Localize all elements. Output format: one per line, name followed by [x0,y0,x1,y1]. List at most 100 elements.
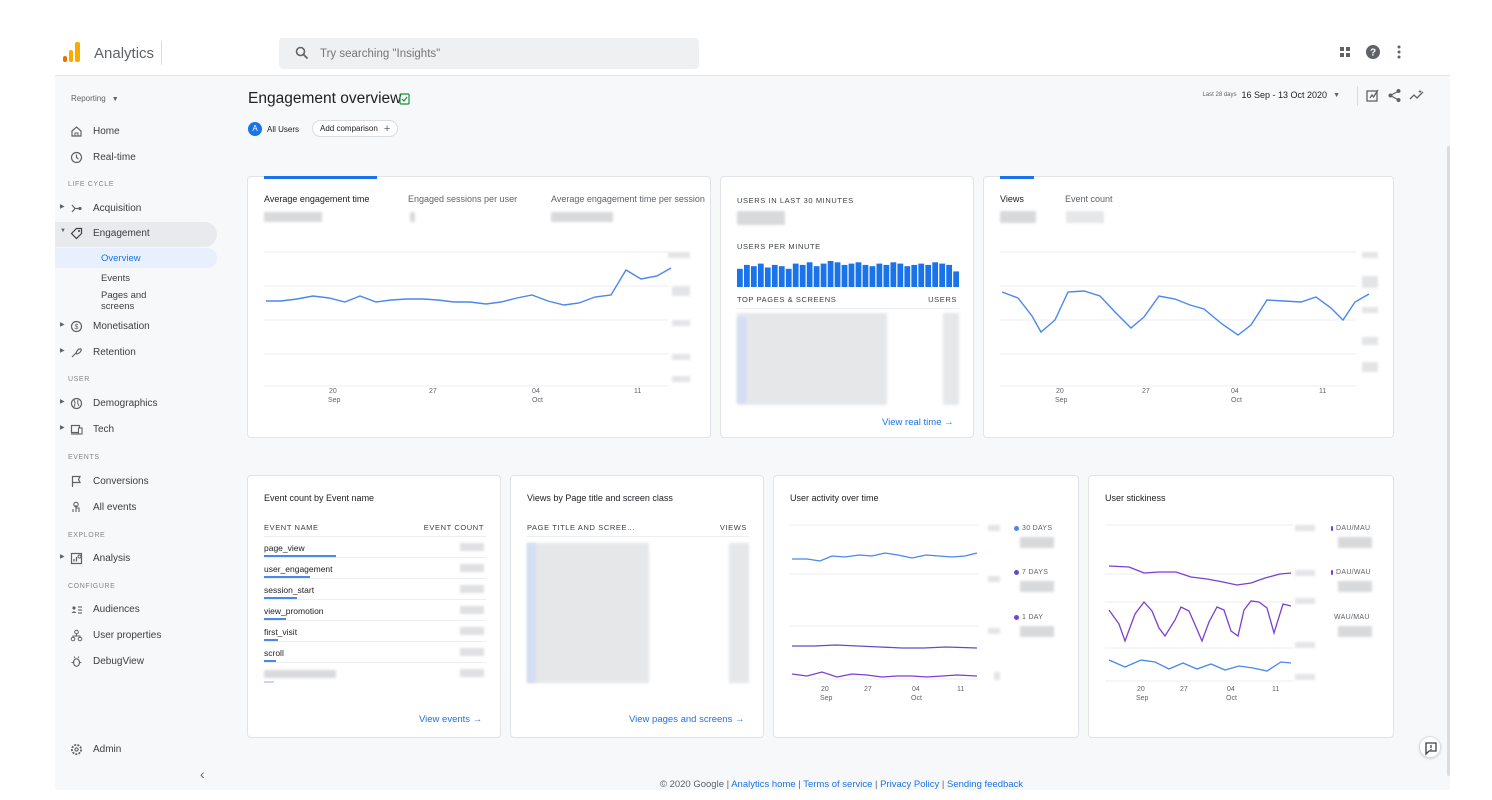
apps-grid-icon[interactable] [1337,44,1353,60]
plus-icon: + [383,122,391,135]
table-row[interactable]: view_promotion [264,599,486,620]
table-row[interactable]: page_view [264,536,486,557]
view-pages-and-screens-link[interactable]: View pages and screens → [629,714,744,725]
card-title: User activity over time [790,493,879,503]
event-count-redacted [460,669,484,677]
x-tick-sublabel: Sep [328,397,341,404]
table-row[interactable]: first_visit [264,620,486,641]
reporting-dropdown[interactable]: Reporting ▼ [71,94,119,103]
customize-report-icon[interactable] [1365,88,1380,103]
x-tick-label: 11 [957,686,965,693]
legend-label: 7 DAYS [1022,569,1049,576]
x-tick-label: 04 [1227,686,1235,693]
sidebar-item-analysis[interactable]: ▶ Analysis [55,547,217,571]
sidebar-item-label: Audiences [93,604,140,615]
feedback-button[interactable] [1419,736,1441,758]
touch-icon [72,501,80,512]
value-bar [264,576,310,578]
settings-gear-icon [71,744,82,755]
sidebar-item-realtime[interactable]: Real-time [55,146,217,170]
views-column-header: VIEWS [719,523,747,532]
sidebar-item-demographics[interactable]: ▶ Demographics [55,392,217,416]
per-minute-bar [946,264,953,287]
users-column-header: USERS [928,295,957,304]
help-icon[interactable]: ? [1365,44,1381,60]
share-icon[interactable] [1387,88,1402,103]
search-input[interactable] [320,44,680,64]
date-prefix: Last 28 days [1202,92,1237,98]
per-minute-bar [827,261,834,287]
sidebar-item-debugview[interactable]: DebugView [55,650,217,674]
tab-event-count[interactable]: Event count [1065,194,1113,204]
event-name: page_view [264,543,305,553]
home-icon [71,126,82,137]
analytics-home-link[interactable]: Analytics home [731,779,796,790]
per-minute-bar [953,271,959,287]
terms-link[interactable]: Terms of service [803,779,873,790]
app-title: Analytics [94,45,155,62]
sidebar-item-user-properties[interactable]: User properties [55,624,217,648]
more-vert-icon[interactable] [1391,44,1407,60]
section-user: USER [68,376,90,383]
active-tab-indicator [264,176,377,179]
user-activity-line-chart [790,524,1000,680]
top-bar: Analytics ? [55,28,1450,76]
table-row[interactable]: session_start [264,578,486,599]
sidebar-item-admin[interactable]: Admin [55,738,217,762]
view-events-link[interactable]: View events → [419,714,482,725]
sidebar-subitem-pages-and-screens[interactable]: Pages and screens [55,289,217,313]
x-tick-label: 20 [329,388,337,395]
legend-dau-mau: DAU/MAU [1331,525,1370,532]
sidebar-item-engagement[interactable]: ▼ Engagement [55,222,217,247]
sidebar-item-label: Home [93,126,120,137]
insights-icon[interactable] [1409,88,1424,103]
analytics-logo[interactable] [63,42,81,62]
sidebar-item-acquisition[interactable]: ▶ Acquisition [55,197,217,221]
engagement-tag-icon [70,227,83,240]
copyright: © 2020 Google | [659,779,730,790]
scrollbar[interactable] [1447,146,1450,776]
event-count-card: Event count by Event name EVENT NAME EVE… [247,475,501,738]
per-minute-bar [925,264,932,287]
sidebar-item-home[interactable]: Home [55,120,217,144]
sidebar-item-audiences[interactable]: Audiences [55,598,217,622]
x-tick-label: 04 [1231,388,1239,395]
verified-report-icon [399,93,410,105]
table-row[interactable]: scroll [264,641,486,662]
devices-icon [70,424,83,435]
collapse-sidebar-chevron-icon[interactable]: ‹ [200,766,205,782]
engagement-series-line [266,267,672,306]
add-comparison-button[interactable]: Add comparison + [312,120,399,137]
globe-icon [70,397,83,410]
table-row[interactable]: user_engagement [264,557,486,578]
search-bar[interactable] [279,38,699,69]
link-label: View pages and screens [629,714,733,725]
metric-value-redacted [264,212,322,222]
tab-average-engagement-time[interactable]: Average engagement time [264,194,370,204]
sidebar-subitem-overview[interactable]: Overview [55,248,217,268]
send-feedback-link[interactable]: Sending feedback [947,779,1024,790]
sidebar-item-retention[interactable]: ▶ Retention [55,341,217,365]
tab-average-engagement-time-per-session[interactable]: Average engagement time per session [551,194,705,204]
legend-dot [1014,614,1019,620]
all-users-chip[interactable]: A All Users [248,121,299,137]
sidebar-item-all-events[interactable]: All events [55,496,217,520]
per-minute-bar [855,262,862,287]
privacy-link[interactable]: Privacy Policy [880,779,940,790]
sidebar-item-tech[interactable]: ▶ Tech [55,418,217,442]
table-row[interactable] [264,662,486,683]
legend-dau-wau: DAU/WAU [1331,569,1371,576]
sidebar-subitem-events[interactable]: Events [55,272,217,286]
tab-views[interactable]: Views [1000,194,1024,204]
link-label: View real time [882,417,942,428]
expand-icon: ▶ [60,425,65,431]
x-tick-sublabel: Oct [1231,397,1242,404]
tab-engaged-sessions-per-user[interactable]: Engaged sessions per user [408,194,518,204]
sidebar-item-monetisation[interactable]: ▶ $ Monetisation [55,315,217,339]
sidebar-item-conversions[interactable]: Conversions [55,470,217,494]
event-count-redacted [460,585,484,593]
view-realtime-link[interactable]: View real time → [882,417,954,428]
acquisition-icon [71,204,82,213]
event-count-redacted [460,543,484,551]
date-range-picker[interactable]: Last 28 days 16 Sep - 13 Oct 2020 ▼ [1202,90,1340,100]
